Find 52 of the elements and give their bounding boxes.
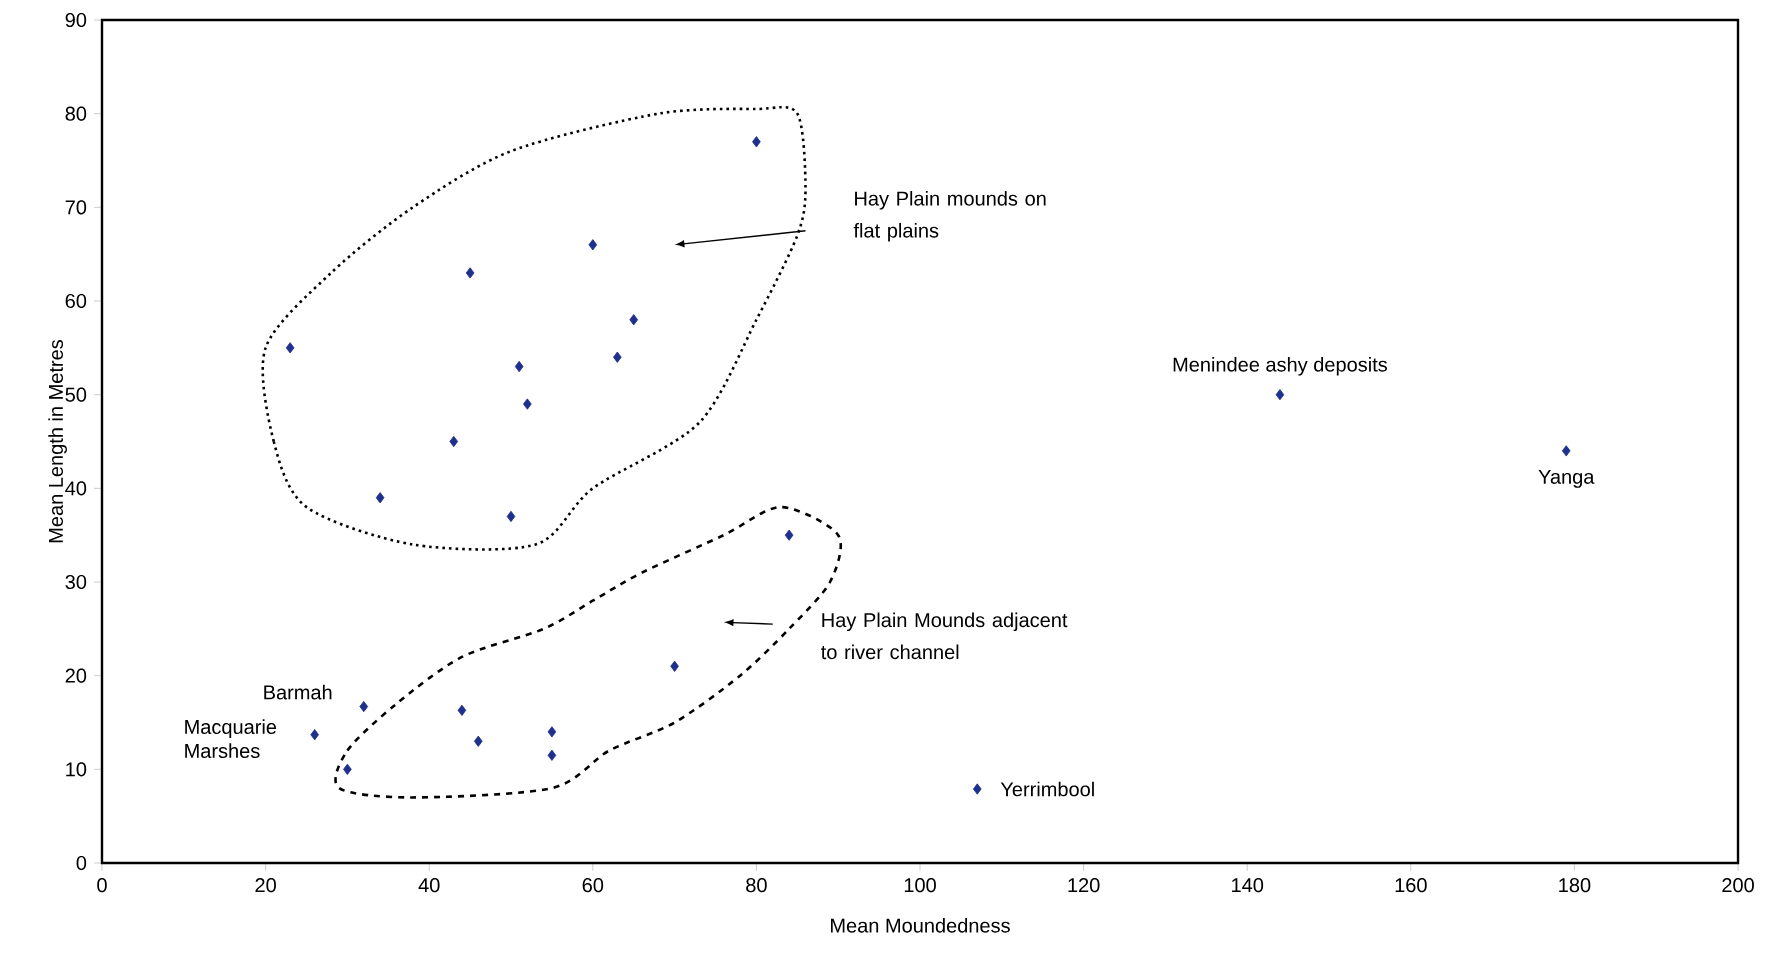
point	[465, 267, 475, 279]
point	[784, 529, 794, 541]
point	[285, 342, 295, 354]
x-tick-label: 160	[1395, 878, 1427, 893]
annotation: Barmah	[264, 684, 332, 700]
point	[1275, 389, 1285, 401]
annotation: Menindee ashy deposits	[1173, 356, 1388, 376]
y-tick-label: 30	[65, 574, 87, 590]
x-tick-label: 0	[97, 878, 107, 893]
annotation: Hay Plain mounds on flat plains	[853, 190, 1046, 242]
point	[629, 314, 639, 326]
y-tick-label: 20	[65, 668, 87, 683]
x-tick-label: 80	[746, 878, 767, 893]
x-axis-title: Mean Moundedness	[831, 917, 1010, 933]
point	[752, 136, 761, 148]
x-tick-label: 200	[1722, 878, 1754, 893]
x-tick-label: 120	[1068, 878, 1100, 893]
y-tick-label: 60	[65, 293, 87, 309]
y-tick-label: 80	[65, 106, 87, 121]
point	[343, 763, 352, 775]
point	[310, 729, 319, 741]
x-tick-label: 20	[255, 878, 276, 893]
point	[457, 704, 467, 716]
point	[1561, 445, 1571, 457]
point	[473, 735, 483, 747]
y-tick-label: 0	[76, 855, 87, 871]
point	[523, 398, 532, 410]
annotation: Yanga	[1538, 469, 1595, 488]
point	[359, 700, 369, 713]
point	[972, 783, 982, 795]
point	[588, 239, 598, 251]
point	[613, 351, 622, 363]
x-tick-label: 60	[582, 878, 604, 893]
point	[375, 492, 385, 504]
y-tick-label: 10	[66, 762, 87, 777]
y-tick-label: 50	[65, 387, 87, 402]
x-tick-label: 180	[1559, 878, 1591, 893]
annotation: Yerrimbool	[1000, 781, 1094, 797]
annotation: Macquarie Marshes	[185, 719, 277, 759]
y-tick-label: 40	[65, 481, 87, 496]
y-tick-label: 70	[65, 200, 87, 215]
point	[449, 435, 459, 448]
point	[547, 749, 557, 761]
point	[514, 360, 524, 373]
annotation: Hay Plain Mounds adjacent to river channel	[821, 612, 1068, 660]
point	[670, 660, 679, 672]
point	[547, 726, 557, 738]
point	[506, 510, 516, 523]
x-tick-label: 140	[1232, 878, 1264, 893]
y-tick-label: 90	[65, 12, 87, 28]
x-tick-label: 40	[418, 878, 440, 893]
x-tick-label: 100	[904, 878, 936, 893]
